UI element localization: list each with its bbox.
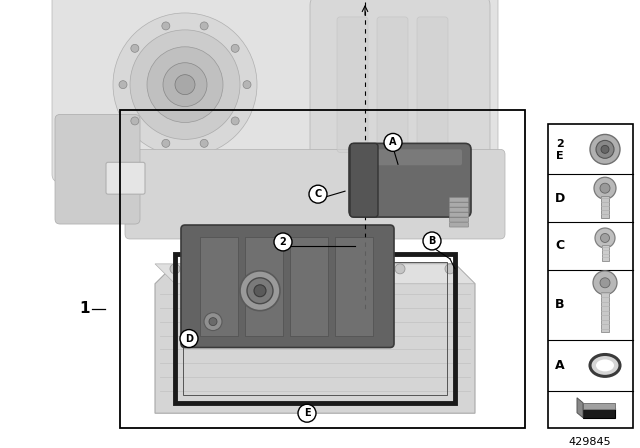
FancyBboxPatch shape bbox=[55, 115, 140, 224]
Circle shape bbox=[600, 233, 609, 242]
Circle shape bbox=[163, 63, 207, 107]
Text: 2: 2 bbox=[556, 139, 564, 149]
Bar bbox=[601, 292, 609, 332]
Text: C: C bbox=[556, 239, 564, 252]
Bar bbox=[548, 125, 633, 428]
Circle shape bbox=[395, 264, 405, 274]
Text: 429845: 429845 bbox=[569, 437, 611, 447]
Circle shape bbox=[131, 44, 139, 52]
Circle shape bbox=[162, 22, 170, 30]
Circle shape bbox=[119, 81, 127, 89]
FancyBboxPatch shape bbox=[449, 202, 468, 207]
FancyBboxPatch shape bbox=[449, 198, 468, 202]
Circle shape bbox=[247, 278, 273, 304]
Bar bbox=[583, 408, 615, 418]
Circle shape bbox=[231, 117, 239, 125]
FancyBboxPatch shape bbox=[417, 17, 448, 152]
Circle shape bbox=[131, 117, 139, 125]
Bar bbox=[601, 196, 609, 218]
Text: E: E bbox=[556, 151, 564, 161]
Circle shape bbox=[596, 140, 614, 158]
Circle shape bbox=[298, 404, 316, 422]
FancyBboxPatch shape bbox=[349, 143, 471, 217]
FancyBboxPatch shape bbox=[449, 213, 468, 217]
Bar bbox=[245, 237, 283, 336]
Polygon shape bbox=[155, 264, 475, 284]
Circle shape bbox=[593, 271, 617, 295]
Ellipse shape bbox=[596, 359, 614, 371]
Circle shape bbox=[600, 278, 610, 288]
Circle shape bbox=[590, 134, 620, 164]
Text: C: C bbox=[314, 189, 322, 199]
Circle shape bbox=[384, 134, 402, 151]
Polygon shape bbox=[577, 398, 583, 418]
Circle shape bbox=[200, 22, 208, 30]
Circle shape bbox=[274, 233, 292, 251]
Circle shape bbox=[225, 264, 235, 274]
FancyBboxPatch shape bbox=[449, 223, 468, 227]
FancyBboxPatch shape bbox=[125, 149, 505, 239]
Bar bbox=[602, 245, 609, 261]
Circle shape bbox=[209, 318, 217, 326]
Bar bbox=[200, 237, 238, 336]
FancyBboxPatch shape bbox=[106, 162, 145, 194]
Circle shape bbox=[595, 228, 615, 248]
FancyBboxPatch shape bbox=[377, 17, 408, 152]
Circle shape bbox=[309, 185, 327, 203]
Text: D: D bbox=[185, 334, 193, 344]
FancyBboxPatch shape bbox=[52, 0, 498, 182]
Bar bbox=[290, 237, 328, 336]
Bar bbox=[183, 262, 447, 395]
Bar bbox=[335, 237, 373, 336]
Circle shape bbox=[170, 264, 180, 274]
FancyBboxPatch shape bbox=[358, 149, 462, 165]
Polygon shape bbox=[155, 264, 475, 413]
Circle shape bbox=[243, 81, 251, 89]
Circle shape bbox=[162, 139, 170, 147]
Text: 1: 1 bbox=[80, 301, 90, 316]
Circle shape bbox=[601, 145, 609, 153]
Circle shape bbox=[594, 177, 616, 199]
Circle shape bbox=[175, 75, 195, 95]
FancyBboxPatch shape bbox=[337, 17, 368, 152]
Text: D: D bbox=[555, 192, 565, 205]
Circle shape bbox=[600, 183, 610, 193]
Text: A: A bbox=[555, 359, 565, 372]
Circle shape bbox=[340, 264, 350, 274]
Circle shape bbox=[113, 13, 257, 156]
FancyBboxPatch shape bbox=[350, 143, 378, 217]
Text: E: E bbox=[304, 408, 310, 418]
Ellipse shape bbox=[590, 354, 620, 376]
Text: B: B bbox=[556, 298, 564, 311]
Circle shape bbox=[204, 313, 222, 331]
Circle shape bbox=[423, 232, 441, 250]
FancyBboxPatch shape bbox=[310, 0, 490, 174]
Text: B: B bbox=[428, 236, 436, 246]
Bar bbox=[120, 109, 525, 428]
Text: 2: 2 bbox=[280, 237, 286, 247]
Circle shape bbox=[231, 44, 239, 52]
Bar bbox=[175, 254, 455, 403]
Bar bbox=[583, 403, 615, 409]
FancyBboxPatch shape bbox=[181, 225, 394, 348]
FancyBboxPatch shape bbox=[449, 218, 468, 222]
Circle shape bbox=[130, 30, 240, 139]
Circle shape bbox=[445, 264, 455, 274]
Circle shape bbox=[200, 139, 208, 147]
Circle shape bbox=[147, 47, 223, 122]
Text: A: A bbox=[389, 138, 397, 147]
Circle shape bbox=[254, 285, 266, 297]
Circle shape bbox=[240, 271, 280, 310]
FancyBboxPatch shape bbox=[449, 207, 468, 212]
Circle shape bbox=[180, 330, 198, 348]
Circle shape bbox=[280, 264, 290, 274]
